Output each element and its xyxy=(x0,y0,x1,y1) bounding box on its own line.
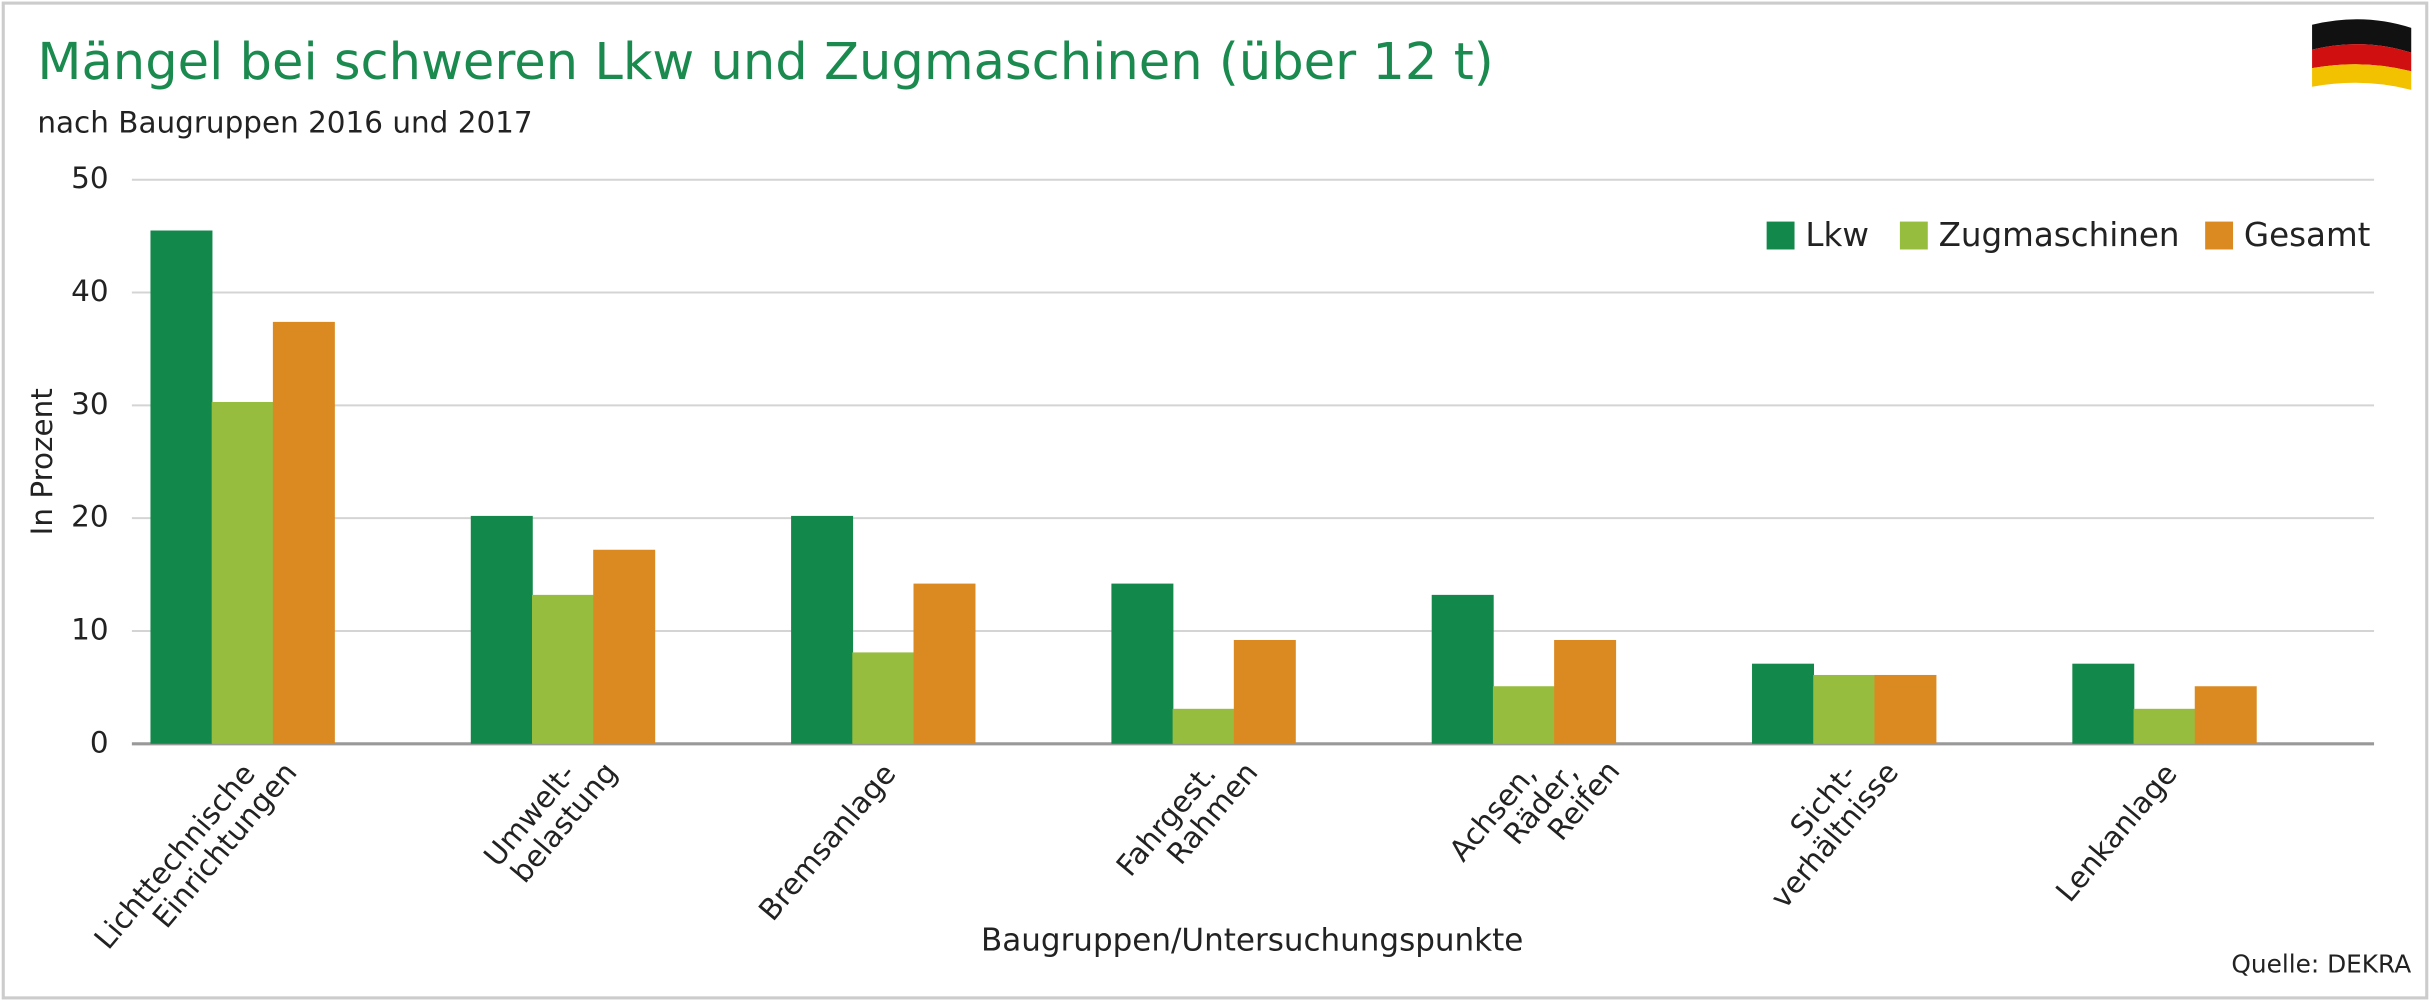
y-tick-label: 50 xyxy=(71,161,108,195)
legend-swatch xyxy=(1899,221,1928,250)
bar xyxy=(1431,594,1494,744)
legend-swatch xyxy=(2205,221,2234,250)
bar xyxy=(1172,708,1235,744)
bar xyxy=(913,583,976,744)
legend-label: Lkw xyxy=(1805,216,1869,254)
bar xyxy=(1492,686,1555,744)
bar xyxy=(1233,639,1296,744)
chart-subtitle: nach Baugruppen 2016 und 2017 xyxy=(37,105,532,139)
y-tick-label: 10 xyxy=(71,612,108,646)
bar xyxy=(791,515,854,744)
bar xyxy=(1111,583,1174,744)
bar xyxy=(2072,663,2135,744)
bar xyxy=(852,652,915,744)
y-tick-label: 20 xyxy=(71,500,108,534)
bar xyxy=(2194,686,2257,744)
legend-label: Zugmaschinen xyxy=(1939,216,2180,254)
bar xyxy=(1874,674,1937,744)
bar xyxy=(211,401,274,744)
bar xyxy=(470,515,533,744)
bar xyxy=(1752,663,1815,744)
y-tick-label: 40 xyxy=(71,274,108,308)
bar xyxy=(531,594,594,744)
flag xyxy=(2312,19,2412,90)
legend-label: Gesamt xyxy=(2244,216,2371,254)
source: Quelle: DEKRA xyxy=(2231,949,2411,978)
y-axis-title: In Prozent xyxy=(25,388,59,535)
bar xyxy=(150,230,213,744)
bar xyxy=(272,321,335,744)
y-tick-label: 30 xyxy=(71,387,108,421)
x-axis-title: Baugruppen/Untersuchungspunkte xyxy=(981,923,1523,959)
bar xyxy=(1813,674,1876,744)
bar xyxy=(2133,708,2196,744)
bar xyxy=(593,549,656,744)
chart-title: Mängel bei schweren Lkw und Zugmaschinen… xyxy=(37,33,1493,92)
bar xyxy=(1554,639,1617,744)
legend-swatch xyxy=(1766,221,1795,250)
y-tick-label: 0 xyxy=(90,725,109,759)
